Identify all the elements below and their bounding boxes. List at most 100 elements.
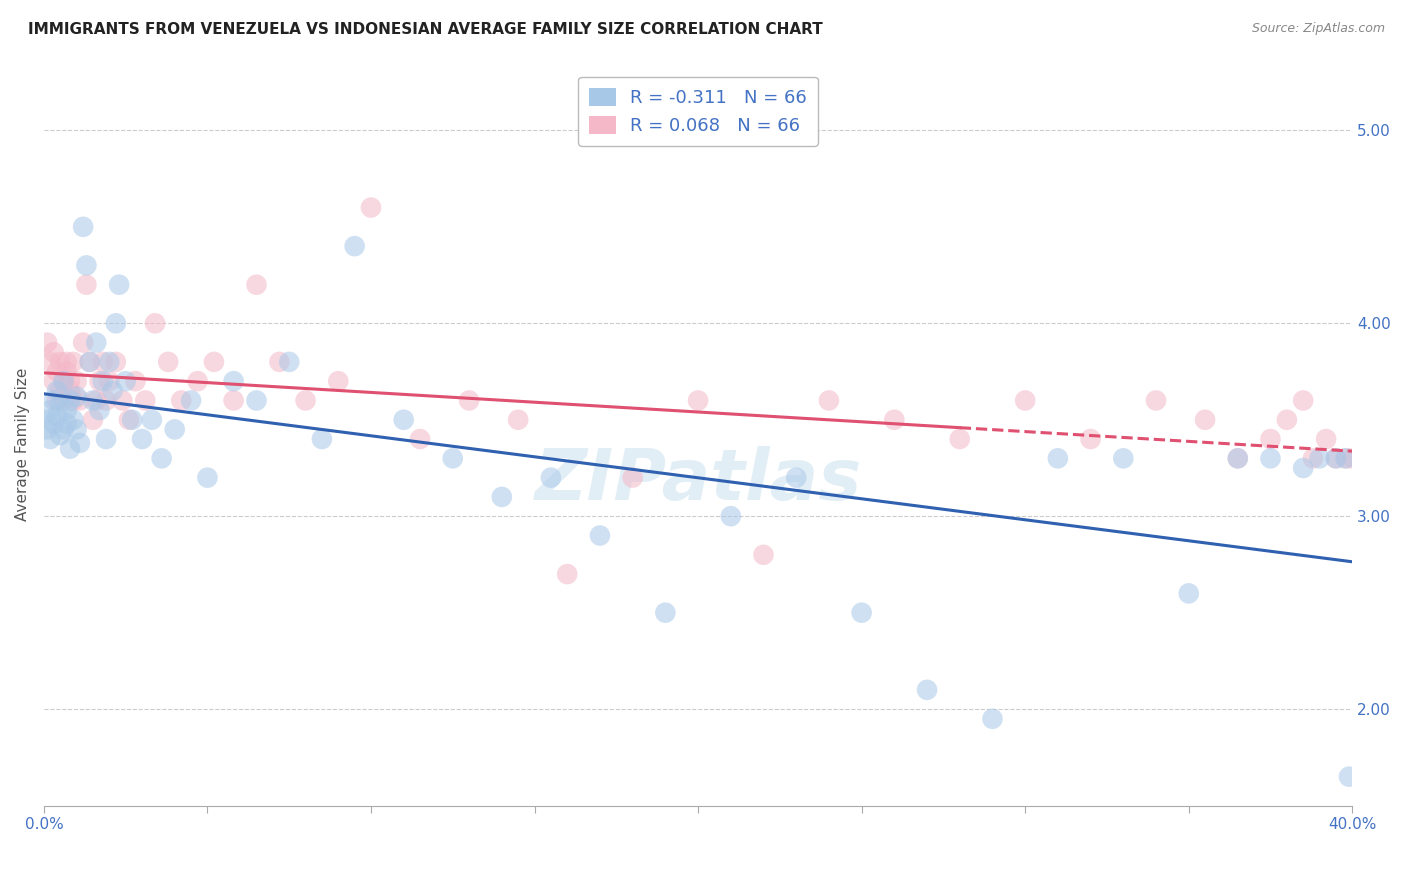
Point [1112, 451, 1135, 466]
Point [1226, 451, 1249, 466]
Point [1334, 451, 1357, 466]
Point [1341, 451, 1364, 466]
Point [202, 355, 225, 369]
Point [65, 422, 87, 436]
Point [1324, 451, 1347, 466]
Point [851, 606, 873, 620]
Point [42, 393, 65, 408]
Point [118, 413, 141, 427]
Point [89, 403, 111, 417]
Point [39, 355, 62, 369]
Legend: R = -0.311   N = 66, R = 0.068   N = 66: R = -0.311 N = 66, R = 0.068 N = 66 [578, 77, 818, 146]
Point [360, 201, 382, 215]
Point [343, 239, 366, 253]
Point [56, 403, 79, 417]
Point [49, 384, 72, 398]
Point [621, 470, 644, 484]
Point [311, 432, 333, 446]
Point [1337, 770, 1360, 784]
Text: IMMIGRANTS FROM VENEZUELA VS INDONESIAN AVERAGE FAMILY SIZE CORRELATION CHART: IMMIGRANTS FROM VENEZUELA VS INDONESIAN … [28, 22, 823, 37]
Point [392, 413, 415, 427]
Point [141, 413, 163, 427]
Point [134, 393, 156, 408]
Point [1080, 432, 1102, 446]
Point [294, 393, 316, 408]
Text: Source: ZipAtlas.com: Source: ZipAtlas.com [1251, 22, 1385, 36]
Point [108, 277, 131, 292]
Point [491, 490, 513, 504]
Point [52, 374, 75, 388]
Point [328, 374, 350, 388]
Point [915, 682, 938, 697]
Point [69, 393, 91, 408]
Point [114, 374, 136, 388]
Point [222, 374, 245, 388]
Point [69, 436, 91, 450]
Point [883, 413, 905, 427]
Point [59, 384, 82, 398]
Point [56, 355, 79, 369]
Point [49, 428, 72, 442]
Point [82, 393, 104, 408]
Point [52, 422, 75, 436]
Point [52, 374, 75, 388]
Point [1275, 413, 1298, 427]
Point [94, 432, 117, 446]
Point [1260, 451, 1282, 466]
Point [1302, 451, 1324, 466]
Point [37, 422, 59, 436]
Point [91, 355, 114, 369]
Point [949, 432, 972, 446]
Point [197, 470, 219, 484]
Point [82, 413, 104, 427]
Y-axis label: Average Family Size: Average Family Size [15, 368, 30, 521]
Point [121, 413, 143, 427]
Point [62, 355, 84, 369]
Point [686, 393, 709, 408]
Point [59, 442, 82, 456]
Point [84, 393, 107, 408]
Point [1014, 393, 1036, 408]
Point [187, 374, 209, 388]
Point [98, 355, 121, 369]
Point [75, 259, 97, 273]
Point [46, 393, 69, 408]
Point [245, 393, 267, 408]
Point [785, 470, 807, 484]
Point [101, 384, 124, 398]
Point [46, 365, 69, 379]
Point [150, 451, 173, 466]
Point [1194, 413, 1216, 427]
Point [222, 393, 245, 408]
Point [458, 393, 481, 408]
Point [654, 606, 676, 620]
Point [84, 335, 107, 350]
Point [245, 277, 267, 292]
Point [555, 567, 578, 582]
Point [1315, 432, 1337, 446]
Point [1144, 393, 1167, 408]
Point [49, 397, 72, 411]
Point [65, 374, 87, 388]
Point [59, 374, 82, 388]
Point [124, 374, 146, 388]
Point [56, 417, 79, 431]
Point [104, 355, 127, 369]
Point [46, 384, 69, 398]
Point [62, 413, 84, 427]
Point [42, 417, 65, 431]
Point [59, 393, 82, 408]
Point [49, 355, 72, 369]
Point [94, 393, 117, 408]
Point [269, 355, 291, 369]
Point [1334, 451, 1357, 466]
Point [278, 355, 301, 369]
Point [104, 316, 127, 330]
Point [131, 432, 153, 446]
Point [79, 355, 101, 369]
Point [39, 432, 62, 446]
Point [1260, 432, 1282, 446]
Point [42, 345, 65, 359]
Point [65, 390, 87, 404]
Point [409, 432, 432, 446]
